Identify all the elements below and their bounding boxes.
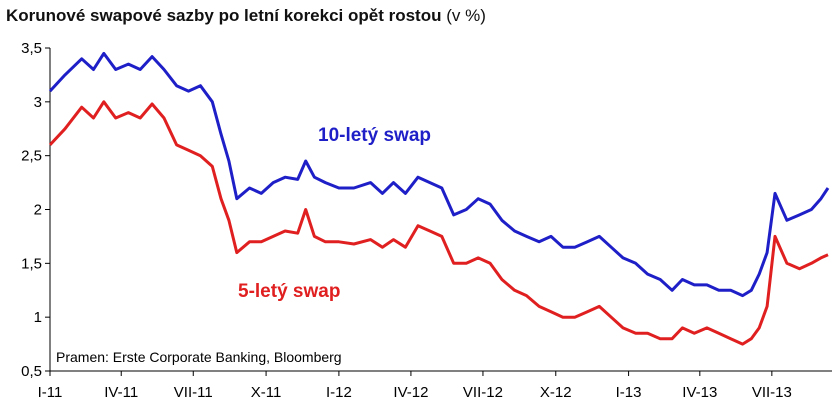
x-tick-label: VII-12	[463, 384, 503, 401]
x-tick-label: IV-11	[104, 384, 138, 401]
x-tick-label: X-12	[540, 384, 572, 401]
y-tick-label: 2	[34, 202, 42, 219]
y-tick-label: 1,5	[21, 255, 42, 272]
chart-series-labels: 10-letý swap 5-letý swap	[238, 125, 431, 302]
x-tick-label: IV-13	[682, 384, 717, 401]
source-note: Pramen: Erste Corporate Banking, Bloombe…	[56, 349, 342, 365]
y-tick-label: 0,5	[21, 363, 42, 380]
series-line-10y	[48, 51, 830, 298]
series-label-5y: 5-letý swap	[238, 281, 340, 302]
series-label-10y: 10-letý swap	[318, 125, 431, 146]
y-tick-label: 1	[34, 309, 42, 326]
x-tick-label: I-13	[616, 384, 642, 401]
chart-axes: 0,5 1 1,5 2 2,5 3 3,5 I-11 IV-11 VII-11 X-11 I-12 IV…	[21, 40, 832, 401]
x-tick-label: X-11	[251, 384, 282, 401]
x-tick-label: I-11	[38, 384, 63, 401]
chart-title: Korunové swapové sazby po letní korekci …	[6, 6, 486, 26]
y-tick-label: 3	[34, 94, 42, 111]
series-line-5y	[48, 100, 829, 346]
y-tick-label: 2,5	[21, 148, 42, 165]
x-tick-label: IV-12	[393, 384, 428, 401]
chart-title-main: Korunové swapové sazby po letní korekci …	[6, 6, 442, 25]
y-tick-label: 3,5	[21, 40, 42, 57]
x-tick-label: VII-13	[752, 384, 792, 401]
x-tick-label: VII-11	[174, 384, 213, 401]
chart-title-unit: (v %)	[446, 6, 486, 25]
x-tick-label: I-12	[326, 384, 352, 401]
chart-lines	[48, 51, 830, 346]
